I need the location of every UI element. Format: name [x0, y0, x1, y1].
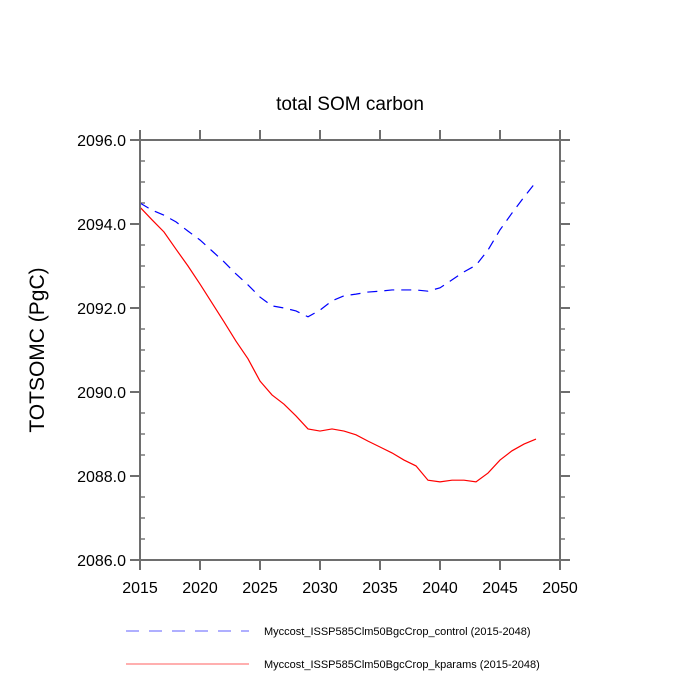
x-tick-label: 2015 [122, 580, 158, 597]
legend-label: Myccost_ISSP585Clm50BgcCrop_control (201… [264, 626, 531, 638]
series-line-control [139, 181, 537, 318]
tick-labels: 2015 2020 2025 2030 2035 2040 2045 2050 2086.0 20… [77, 133, 578, 597]
y-tick-label: 2086.0 [77, 553, 126, 570]
legend: Myccost_ISSP585Clm50BgcCrop_control (201… [126, 626, 540, 671]
x-tick-label: 2025 [242, 580, 278, 597]
x-tick-label: 2050 [542, 580, 578, 597]
y-tick-label: 2092.0 [77, 301, 126, 318]
x-tick-label: 2030 [302, 580, 338, 597]
y-tick-label: 2096.0 [77, 133, 126, 150]
y-axis-label: TOTSOMC (PgC) [26, 267, 49, 432]
series-line-kparams [139, 206, 537, 483]
series-layer [139, 181, 537, 483]
legend-label: Myccost_ISSP585Clm50BgcCrop_kparams (201… [264, 659, 540, 671]
x-tick-label: 2020 [182, 580, 218, 597]
y-tick-label: 2088.0 [77, 469, 126, 486]
y-tick-label: 2090.0 [77, 385, 126, 402]
x-tick-label: 2040 [422, 580, 458, 597]
x-tick-label: 2035 [362, 580, 398, 597]
y-tick-label: 2094.0 [77, 217, 126, 234]
x-tick-label: 2045 [482, 580, 518, 597]
plot-frame [139, 139, 561, 561]
axis-ticks [130, 130, 570, 570]
chart-title: total SOM carbon [276, 94, 424, 115]
